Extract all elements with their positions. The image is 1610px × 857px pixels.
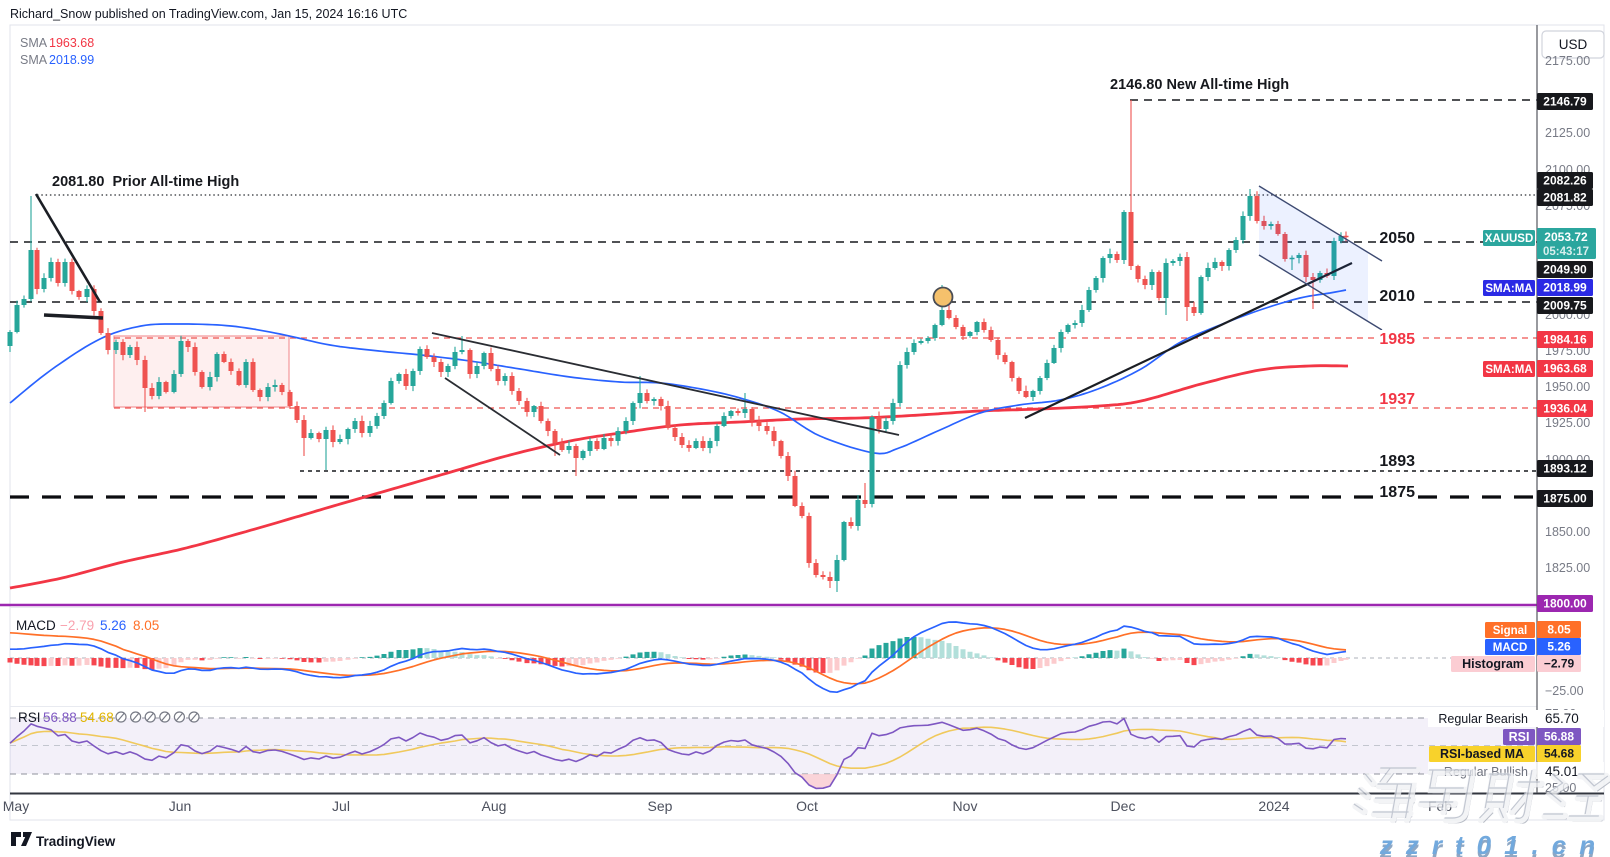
svg-text:zzrt01.cn: zzrt01.cn [1379,834,1608,857]
svg-text:TradingView: TradingView [36,834,116,849]
svg-text:5.26: 5.26 [100,618,126,633]
svg-text:Aug: Aug [482,798,507,814]
svg-text:SMA:MA: SMA:MA [1485,364,1532,376]
svg-text:zzrt01.cn: zzrt01.cn [1379,830,1608,857]
svg-text:2050: 2050 [1379,230,1415,247]
svg-text:45.01: 45.01 [1545,764,1579,779]
svg-text:5.26: 5.26 [1547,640,1571,654]
svg-text:SMA: SMA [20,53,48,67]
svg-text:1963.68: 1963.68 [49,36,94,50]
svg-text:2146.80 New All-time High: 2146.80 New All-time High [1110,77,1289,93]
svg-text:1875.00: 1875.00 [1543,492,1587,506]
svg-text:1984.16: 1984.16 [1543,333,1587,347]
svg-text:Richard_Snow published on Trad: Richard_Snow published on TradingView.co… [10,7,407,21]
svg-text:1800.00: 1800.00 [1543,597,1587,611]
svg-text:05:43:17: 05:43:17 [1543,246,1589,258]
svg-text:65.70: 65.70 [1545,711,1579,726]
svg-text:Signal: Signal [1493,625,1528,637]
svg-text:2082.26: 2082.26 [1543,174,1587,188]
svg-text:2053.72: 2053.72 [1544,230,1588,244]
svg-text:1875: 1875 [1379,484,1415,501]
svg-text:1893: 1893 [1379,453,1415,470]
svg-text:2125.00: 2125.00 [1545,126,1590,140]
svg-text:1925.00: 1925.00 [1545,416,1590,430]
svg-text:56.88: 56.88 [43,710,77,725]
svg-text:1985: 1985 [1379,331,1415,348]
svg-text:Histogram: Histogram [1462,657,1524,671]
svg-text:54.68: 54.68 [80,710,114,725]
svg-text:−2.79: −2.79 [1544,657,1575,671]
svg-text:Oct: Oct [796,798,818,814]
svg-text:2018.99: 2018.99 [1543,281,1587,295]
svg-text:Dec: Dec [1111,798,1136,814]
svg-text:Jul: Jul [332,798,350,814]
svg-text:−2.79: −2.79 [60,618,94,633]
svg-text:RSI-based MA: RSI-based MA [1440,747,1524,761]
svg-text:1937: 1937 [1379,391,1415,408]
svg-text:1825.00: 1825.00 [1545,561,1590,575]
svg-text:SMA: SMA [20,36,48,50]
svg-text:2010: 2010 [1379,288,1415,305]
svg-text:2018.99: 2018.99 [49,53,94,67]
svg-text:2081.82: 2081.82 [1543,191,1587,205]
svg-text:XAUUSD: XAUUSD [1485,233,1534,245]
svg-text:2049.90: 2049.90 [1543,263,1587,277]
svg-text:Jun: Jun [169,798,192,814]
svg-text:2175.00: 2175.00 [1545,54,1590,68]
svg-text:Nov: Nov [953,798,978,814]
svg-text:2081.80 Prior All-time High: 2081.80 Prior All-time High [52,174,239,190]
svg-text:2024: 2024 [1258,798,1289,814]
svg-text:RSI: RSI [18,710,41,725]
svg-text:1850.00: 1850.00 [1545,525,1590,539]
svg-text:8.05: 8.05 [133,618,159,633]
svg-text:1950.00: 1950.00 [1545,380,1590,394]
svg-text:2009.75: 2009.75 [1543,299,1587,313]
svg-text:1893.12: 1893.12 [1543,462,1587,476]
svg-text:SMA:MA: SMA:MA [1485,283,1532,295]
svg-text:MACD: MACD [1493,642,1528,654]
svg-text:2146.79: 2146.79 [1543,95,1587,109]
svg-text:Sep: Sep [648,798,673,814]
svg-text:USD: USD [1559,37,1588,52]
svg-text:1963.68: 1963.68 [1543,362,1587,376]
svg-text:54.68: 54.68 [1544,747,1574,761]
svg-text:56.88: 56.88 [1544,730,1574,744]
svg-text:Regular Bearish: Regular Bearish [1438,712,1528,726]
svg-text:May: May [3,798,29,814]
svg-text:−25.00: −25.00 [1545,684,1584,698]
svg-text:MACD: MACD [16,618,56,633]
svg-text:1936.04: 1936.04 [1543,402,1587,416]
svg-text:RSI: RSI [1509,730,1530,744]
svg-text:8.05: 8.05 [1547,623,1571,637]
